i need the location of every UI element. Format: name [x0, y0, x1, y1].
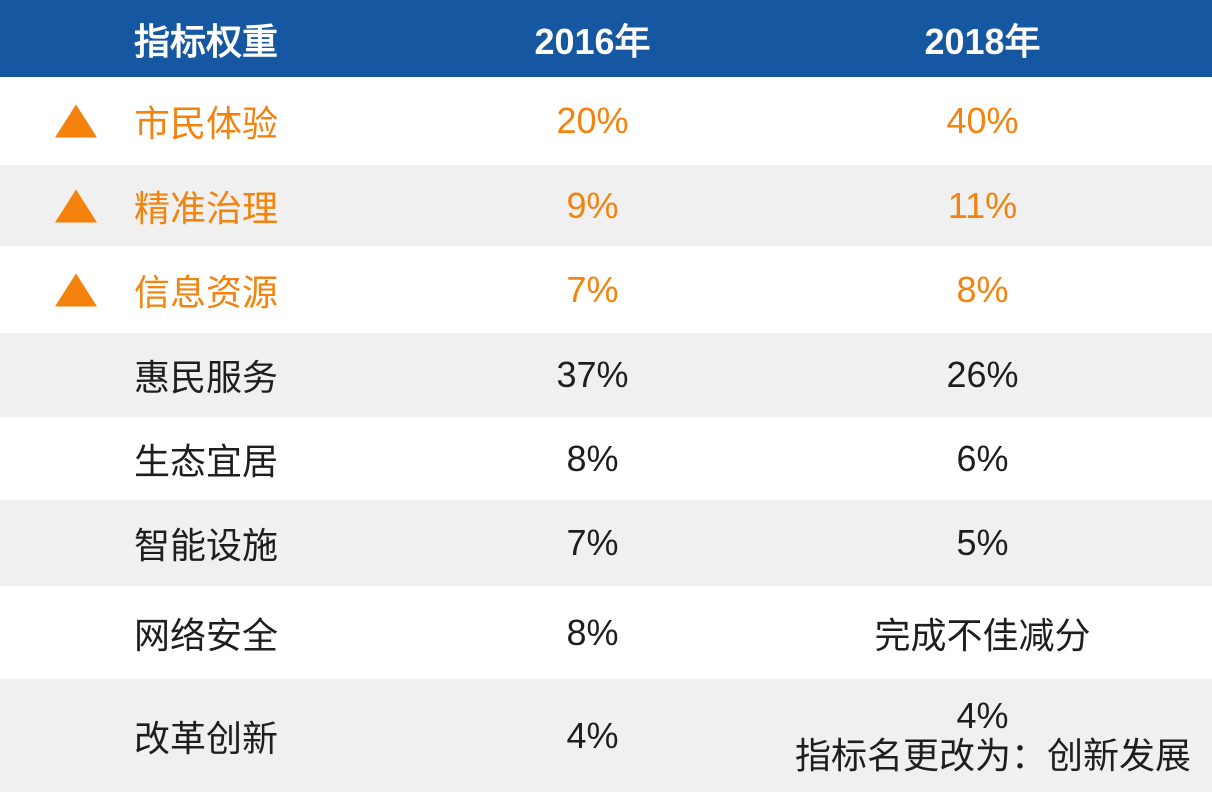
column-header-indicator: 指标权重 [134, 20, 279, 62]
triangle-up-icon [55, 104, 97, 138]
weight-2018: 26% [946, 354, 1019, 395]
weight-2016: 20% [556, 100, 629, 141]
weight-2018: 6% [956, 437, 1009, 479]
weight-2018: 5% [956, 522, 1009, 563]
weight-2018: 40% [946, 100, 1019, 141]
table-row: 网络安全 8% 完成不佳减分 [0, 586, 1212, 679]
triangle-up-icon [55, 273, 97, 306]
weight-2016: 8% [566, 611, 619, 653]
column-header-2016: 2016年 [534, 20, 651, 62]
weight-2016: 8% [566, 437, 619, 479]
row-label: 生态宜居 [134, 440, 279, 482]
row-label: 精准治理 [134, 187, 279, 229]
table-row: 智能设施 7% 5% [0, 500, 1212, 586]
row-label: 智能设施 [134, 525, 279, 566]
column-header-2018: 2018年 [924, 20, 1041, 62]
row-label: 信息资源 [134, 271, 279, 313]
weight-2016: 9% [566, 184, 619, 226]
weight-2016: 37% [556, 354, 629, 395]
weight-2016: 7% [566, 522, 619, 563]
weight-2018: 4% [956, 694, 1009, 736]
table-row: 改革创新 4% 4% 指标名更改为：创新发展 [0, 679, 1212, 792]
table-row: 生态宜居 8% 6% [0, 417, 1212, 500]
weight-2018: 完成不佳减分 [874, 614, 1091, 656]
row-label: 网络安全 [134, 614, 279, 656]
row-label: 改革创新 [134, 717, 279, 759]
weight-2016: 7% [566, 268, 619, 310]
row-label: 市民体验 [134, 103, 279, 144]
weight-2016: 4% [566, 714, 619, 756]
table-row: 精准治理 9% 11% [0, 165, 1212, 246]
weight-2018-note: 指标名更改为：创新发展 [795, 734, 1192, 776]
table-row: 信息资源 7% 8% [0, 246, 1212, 333]
table-row: 市民体验 20% 40% [0, 77, 1212, 165]
triangle-up-icon [55, 189, 97, 222]
header-row: 指标权重 2016年 2018年 [0, 0, 1212, 77]
weight-2018: 11% [947, 184, 1018, 226]
weight-2018: 8% [956, 268, 1009, 310]
row-label: 惠民服务 [134, 357, 279, 398]
table-row: 惠民服务 37% 26% [0, 333, 1212, 417]
